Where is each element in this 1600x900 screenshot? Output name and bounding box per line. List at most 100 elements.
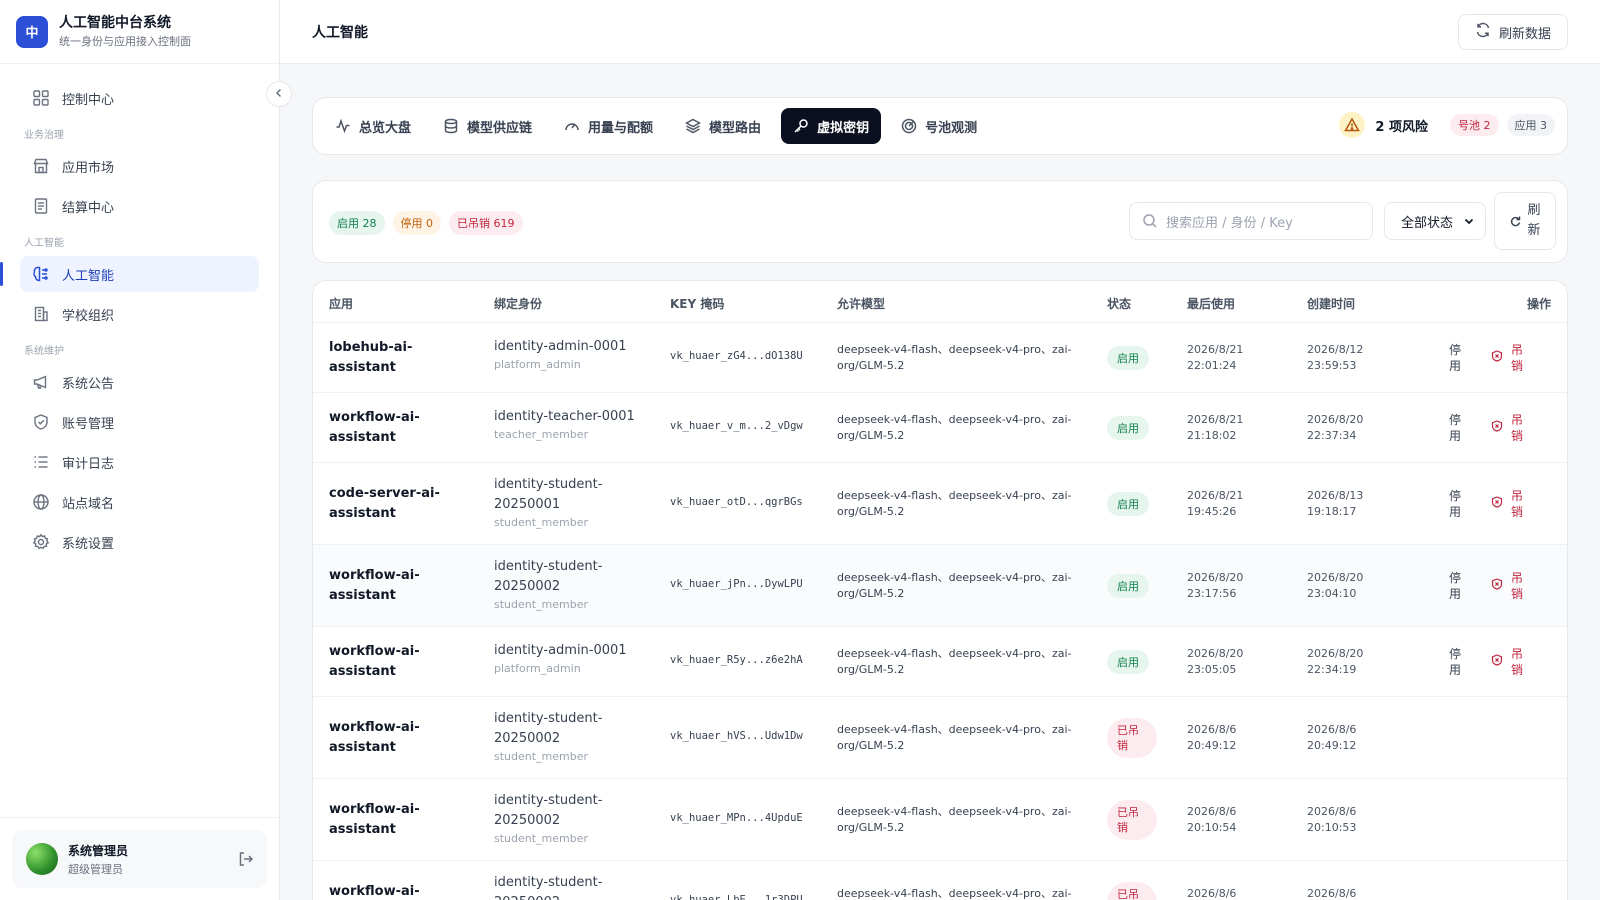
created-at: 2026/8/13 19:18:17	[1307, 489, 1364, 518]
sidebar-item-label: 系统公告	[62, 376, 115, 392]
collapse-sidebar-button[interactable]	[266, 81, 292, 107]
tab-model-supply[interactable]: 模型供应链	[431, 108, 544, 144]
sidebar-item-ai[interactable]: 人工智能	[0, 256, 259, 292]
identity-role: student_member	[494, 750, 589, 763]
tab-pool-observe[interactable]: 号池观测	[889, 108, 989, 144]
pool-risk-badge[interactable]: 号池 2	[1450, 114, 1499, 136]
allowed-models: deepseek-v4-flash、deepseek-v4-pro、zai-or…	[837, 343, 1072, 372]
globe-icon	[32, 493, 50, 511]
revoke-button[interactable]: 吊销	[1491, 342, 1525, 374]
sidebar-item-label: 人工智能	[62, 268, 115, 284]
tab-model-routing[interactable]: 模型路由	[673, 108, 773, 144]
allowed-models: deepseek-v4-flash、deepseek-v4-pro、zai-or…	[837, 413, 1072, 442]
sidebar-item-settlement[interactable]: 结算中心	[20, 188, 259, 224]
search-input[interactable]: 搜索应用 / 身份 / Key	[1129, 202, 1373, 240]
receipt-icon	[32, 197, 50, 215]
status-badge: 启用	[1107, 574, 1149, 598]
tab-label: 虚拟密钥	[817, 120, 870, 136]
sidebar-item-label: 应用市场	[62, 160, 115, 176]
identity-cell: identity-admin-0001 platform_admin	[494, 337, 644, 373]
sidebar-item-app-market[interactable]: 应用市场	[20, 148, 259, 184]
status-badge: 启用	[1107, 492, 1149, 516]
identity-cell: identity-student-20250002 student_member	[494, 709, 644, 765]
col-status[interactable]: 状态	[1107, 297, 1132, 311]
last-used: 2026/8/6 21:17:12	[1187, 887, 1237, 900]
col-created[interactable]: 创建时间	[1307, 297, 1356, 311]
sidebar-nav: 控制中心 业务治理 应用市场 结算中心 人工智能 人工智能 学校组织 系统维护 …	[0, 80, 279, 560]
disable-button[interactable]: 停用	[1449, 489, 1462, 519]
created-at: 2026/8/6 20:49:12	[1307, 723, 1357, 752]
tab-usage-quota[interactable]: 用量与配额	[552, 108, 665, 144]
revoke-button[interactable]: 吊销	[1491, 570, 1525, 602]
sidebar-item-accounts[interactable]: 账号管理	[20, 404, 259, 440]
user-card: 系统管理员 超级管理员	[12, 830, 267, 888]
revoke-icon	[1491, 496, 1503, 512]
revoke-button[interactable]: 吊销	[1491, 646, 1525, 678]
table-row[interactable]: workflow-ai-assistant identity-student-20…	[313, 861, 1567, 900]
app-risk-badge[interactable]: 应用 3	[1506, 114, 1555, 136]
status-badge: 启用	[1107, 650, 1149, 674]
logout-icon[interactable]	[237, 850, 255, 872]
app-name: workflow-ai-assistant	[329, 884, 420, 899]
table-row[interactable]: workflow-ai-assistant identity-student-20…	[313, 697, 1567, 779]
sidebar-item-school-org[interactable]: 学校组织	[20, 296, 259, 332]
disable-button[interactable]: 停用	[1449, 647, 1462, 677]
table-header: 应用 绑定身份 KEY 掩码 允许模型 状态 最后使用 创建时间 操作	[313, 281, 1567, 323]
tab-virtual-keys[interactable]: 虚拟密钥	[781, 108, 882, 144]
created-at: 2026/8/20 22:34:19	[1307, 647, 1364, 676]
table-row[interactable]: code-server-ai-assistant identity-student…	[313, 463, 1567, 545]
col-key[interactable]: KEY 掩码	[670, 297, 725, 311]
nav-group-system: 系统维护	[24, 346, 64, 357]
identity-cell: identity-student-20250001 student_member	[494, 475, 644, 531]
chevron-down-icon	[1463, 215, 1475, 231]
table-row[interactable]: workflow-ai-assistant identity-admin-0001…	[313, 627, 1567, 697]
last-used: 2026/8/21 19:45:26	[1187, 489, 1244, 518]
col-last-used[interactable]: 最后使用	[1187, 297, 1236, 311]
allowed-models: deepseek-v4-flash、deepseek-v4-pro、zai-or…	[837, 805, 1072, 834]
disable-button[interactable]: 停用	[1449, 343, 1462, 373]
revoked-count-badge[interactable]: 已吊销 619	[449, 211, 523, 235]
col-identity[interactable]: 绑定身份	[494, 297, 543, 311]
table-row[interactable]: workflow-ai-assistant identity-teacher-00…	[313, 393, 1567, 463]
col-app[interactable]: 应用	[329, 297, 354, 311]
refresh-button[interactable]: 刷新	[1494, 192, 1556, 250]
enabled-count-badge[interactable]: 启用 28	[329, 211, 385, 235]
tab-overview[interactable]: 总览大盘	[323, 108, 423, 144]
refresh-data-label: 刷新数据	[1498, 26, 1551, 42]
risk-summary[interactable]: 2 项风险 号池 2 应用 3	[1339, 112, 1555, 138]
list-icon	[32, 453, 50, 471]
sidebar-item-control-center[interactable]: 控制中心	[20, 80, 259, 116]
created-at: 2026/8/6 21:15:10	[1307, 887, 1357, 900]
status-badge: 已吊销	[1107, 718, 1157, 758]
key-mask: vk_huaer_jPn...DywLPU	[670, 578, 803, 590]
last-used: 2026/8/6 20:10:54	[1187, 805, 1237, 834]
identity-cell: identity-student-20250002 student_member	[494, 791, 644, 847]
identity-name: identity-student-20250002	[494, 793, 603, 828]
brand-title: 人工智能中台系统	[59, 14, 171, 31]
col-models[interactable]: 允许模型	[837, 297, 886, 311]
table-row[interactable]: workflow-ai-assistant identity-student-20…	[313, 779, 1567, 861]
revoke-label: 吊销	[1511, 413, 1524, 443]
disable-button[interactable]: 停用	[1449, 413, 1462, 443]
identity-name: identity-admin-0001	[494, 643, 627, 658]
col-actions: 操作	[1526, 297, 1551, 311]
disabled-count-badge[interactable]: 停用 0	[392, 211, 441, 235]
sidebar-item-site-domain[interactable]: 站点域名	[20, 484, 259, 520]
revoke-button[interactable]: 吊销	[1491, 412, 1525, 444]
sidebar-item-audit-log[interactable]: 审计日志	[20, 444, 259, 480]
search-icon	[1142, 213, 1158, 229]
table-row[interactable]: lobehub-ai-assistant identity-admin-0001 p…	[313, 323, 1567, 393]
allowed-models: deepseek-v4-flash、deepseek-v4-pro、zai-or…	[837, 887, 1072, 900]
revoke-button[interactable]: 吊销	[1491, 488, 1525, 520]
table-row[interactable]: workflow-ai-assistant identity-student-20…	[313, 545, 1567, 627]
refresh-data-button[interactable]: 刷新数据	[1457, 14, 1568, 50]
activity-icon	[335, 118, 351, 134]
refresh-icon	[1475, 22, 1491, 42]
sidebar-item-label: 审计日志	[62, 456, 115, 472]
status-cell: 已吊销	[1107, 718, 1157, 758]
disable-button[interactable]: 停用	[1449, 571, 1462, 601]
status-select[interactable]: 全部状态	[1384, 202, 1486, 240]
sidebar-item-announcements[interactable]: 系统公告	[20, 364, 259, 400]
allowed-models: deepseek-v4-flash、deepseek-v4-pro、zai-or…	[837, 489, 1072, 518]
sidebar-item-settings[interactable]: 系统设置	[20, 524, 259, 560]
